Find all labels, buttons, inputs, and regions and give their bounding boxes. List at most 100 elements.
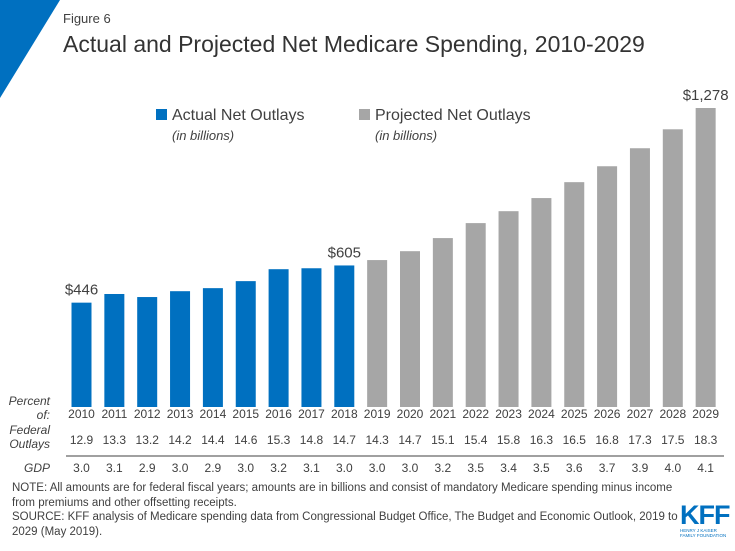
x-tick-label: 2022 <box>462 407 489 421</box>
bar-projected-2020 <box>400 251 420 407</box>
row-label-of: of: <box>36 408 50 422</box>
bar-chart: 2010 12.9 3.0 2011 13.3 3.1 2012 13.2 2.9 2013 14.… <box>65 87 729 475</box>
federal-outlays-value: 15.3 <box>267 433 291 447</box>
bar-projected-2025 <box>564 182 585 407</box>
bar-projected-2023 <box>498 211 519 407</box>
x-tick-label: 2029 <box>692 407 719 421</box>
bar-actual-2014 <box>202 288 223 407</box>
federal-outlays-value: 15.1 <box>431 433 455 447</box>
row-label-outlays: Outlays <box>9 437 50 451</box>
federal-outlays-value: 18.3 <box>694 433 718 447</box>
gdp-value: 3.0 <box>73 461 90 475</box>
bar-actual-2013 <box>170 291 191 407</box>
legend-sub-projected: (in billions) <box>375 128 438 143</box>
row-label-percent-of: Percent of: <box>2 394 50 422</box>
x-tick-label: 2013 <box>167 407 194 421</box>
bar-projected-2027 <box>629 148 650 407</box>
source-text: SOURCE: KFF analysis of Medicare spendin… <box>12 511 678 538</box>
data-label: $605 <box>328 244 361 261</box>
bar-projected-2028 <box>662 129 683 408</box>
gdp-value: 3.0 <box>172 461 189 475</box>
row-label-federal: Federal <box>9 423 50 437</box>
gdp-value: 3.9 <box>632 461 649 475</box>
federal-outlays-value: 17.3 <box>628 433 652 447</box>
gdp-value: 3.1 <box>106 461 123 475</box>
legend-sub-actual: (in billions) <box>172 128 235 143</box>
bar-actual-2018 <box>334 265 355 407</box>
x-tick-label: 2015 <box>232 407 259 421</box>
x-tick-label: 2024 <box>528 407 555 421</box>
footnote: NOTE: All amounts are for federal fiscal… <box>12 481 692 539</box>
row-label-gdp: GDP <box>23 461 50 475</box>
federal-outlays-value: 14.7 <box>333 433 357 447</box>
bar-actual-2015 <box>235 281 256 407</box>
figure-label: Figure 6 <box>63 11 111 26</box>
legend-swatch-actual <box>156 109 167 120</box>
x-tick-label: 2010 <box>68 407 95 421</box>
x-tick-label: 2023 <box>495 407 522 421</box>
x-tick-label: 2019 <box>364 407 391 421</box>
gdp-value: 3.2 <box>435 461 452 475</box>
x-tick-label: 2018 <box>331 407 358 421</box>
row-label-federal-outlays: Federal Outlays <box>2 423 50 451</box>
federal-outlays-value: 16.5 <box>563 433 587 447</box>
x-tick-label: 2026 <box>594 407 621 421</box>
x-tick-label: 2017 <box>298 407 325 421</box>
gdp-value: 4.0 <box>664 461 681 475</box>
bar-projected-2029 <box>695 108 716 407</box>
bar-projected-2024 <box>531 198 552 407</box>
federal-outlays-value: 14.7 <box>398 433 422 447</box>
gdp-value: 3.1 <box>303 461 320 475</box>
note-text: NOTE: All amounts are for federal fiscal… <box>12 482 673 509</box>
x-tick-label: 2016 <box>265 407 292 421</box>
federal-outlays-value: 16.8 <box>595 433 619 447</box>
bar-actual-2011 <box>104 293 125 407</box>
x-tick-label: 2011 <box>101 407 127 421</box>
x-tick-label: 2021 <box>429 407 456 421</box>
x-tick-label: 2014 <box>200 407 227 421</box>
gdp-value: 3.5 <box>533 461 550 475</box>
gdp-value: 3.0 <box>369 461 386 475</box>
gdp-value: 3.7 <box>599 461 616 475</box>
federal-outlays-value: 14.6 <box>234 433 258 447</box>
corner-accent <box>0 0 60 98</box>
legend-label-projected: Projected Net Outlays <box>375 107 531 124</box>
row-label-percent: Percent <box>8 394 50 408</box>
logo-line2: FAMILY FOUNDATION <box>680 533 727 538</box>
bar-projected-2021 <box>432 238 453 407</box>
bar-actual-2012 <box>137 297 158 407</box>
gdp-value: 2.9 <box>139 461 156 475</box>
x-tick-label: 2025 <box>561 407 588 421</box>
legend-swatch-projected <box>359 109 370 120</box>
bar-projected-2019 <box>367 260 388 407</box>
federal-outlays-value: 14.2 <box>168 433 192 447</box>
federal-outlays-value: 14.8 <box>300 433 324 447</box>
federal-outlays-value: 14.3 <box>365 433 389 447</box>
federal-outlays-value: 14.4 <box>201 433 225 447</box>
gdp-value: 2.9 <box>205 461 222 475</box>
bar-actual-2017 <box>301 268 322 407</box>
federal-outlays-value: 15.8 <box>497 433 521 447</box>
bar-actual-2010 <box>71 302 92 407</box>
gdp-value: 3.0 <box>336 461 353 475</box>
gdp-value: 3.2 <box>270 461 287 475</box>
federal-outlays-value: 15.4 <box>464 433 488 447</box>
gdp-value: 3.0 <box>237 461 254 475</box>
x-tick-label: 2027 <box>627 407 654 421</box>
bar-projected-2022 <box>465 223 486 407</box>
federal-outlays-value: 13.2 <box>136 433 160 447</box>
federal-outlays-value: 13.3 <box>103 433 127 447</box>
legend-actual: Actual Net Outlays (in billions) <box>156 107 305 143</box>
x-tick-label: 2012 <box>134 407 161 421</box>
gdp-value: 4.1 <box>697 461 714 475</box>
bar-projected-2026 <box>597 166 618 407</box>
gdp-value: 3.0 <box>402 461 419 475</box>
logo-line1: HENRY J KAISER <box>680 528 717 533</box>
data-label: $1,278 <box>683 87 729 104</box>
bar-actual-2016 <box>268 269 289 407</box>
federal-outlays-value: 16.3 <box>530 433 554 447</box>
gdp-value: 3.4 <box>500 461 517 475</box>
legend-label-actual: Actual Net Outlays <box>172 107 305 124</box>
data-label: $446 <box>65 282 98 299</box>
